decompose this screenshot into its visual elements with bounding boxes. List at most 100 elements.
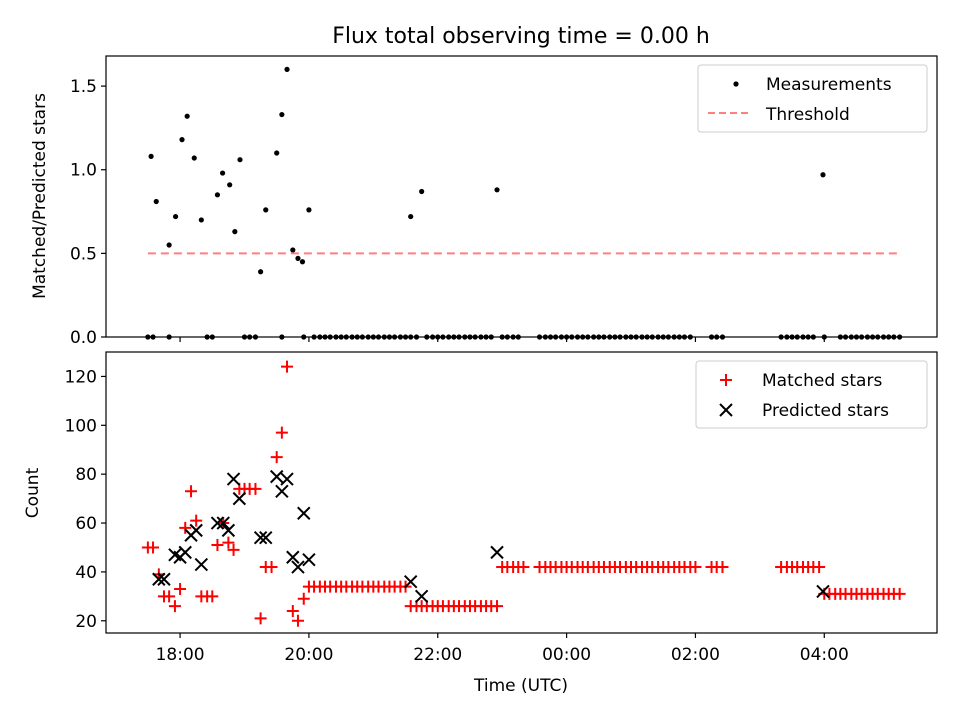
matched-star-point	[254, 612, 267, 625]
x-tick-label: 04:00	[800, 645, 849, 665]
x-tick-label: 18:00	[156, 645, 205, 665]
matched-star-point	[227, 543, 240, 556]
measurement-point	[148, 153, 154, 159]
ratio-x-axis	[179, 337, 825, 342]
count-y-tick-label: 120	[65, 367, 97, 387]
measurement-point	[494, 187, 500, 193]
measurement-point	[419, 188, 425, 195]
ratio-legend-box	[697, 64, 928, 133]
ratio-panel: Matched/Predicted stars 0.0 0.5 1.0 1.5 Mea…	[30, 55, 938, 348]
matched-star-point	[297, 592, 310, 605]
count-legend: Matched stars Predicted stars	[695, 360, 928, 429]
matched-star-point	[265, 561, 278, 574]
measurement-point	[166, 242, 172, 248]
ratio-y-axis: 0.0 0.5 1.0 1.5	[70, 77, 106, 348]
x-tick-label: 02:00	[671, 645, 720, 665]
x-tick-label: 22:00	[413, 645, 462, 665]
predicted-star-point	[280, 472, 294, 486]
matched-star-point	[716, 561, 729, 574]
measurement-point	[284, 66, 290, 72]
measurement-point	[153, 198, 159, 205]
matched-star-point	[281, 360, 294, 373]
measurements-legend-marker	[733, 81, 739, 87]
measurement-point	[191, 155, 197, 161]
ratio-y-tick-label: 1.0	[70, 161, 97, 181]
matched-star-point	[190, 514, 203, 527]
count-ylabel: Count	[23, 467, 43, 518]
matched-star-point	[206, 590, 219, 603]
count-axes-frame	[105, 351, 938, 634]
measurement-point	[184, 113, 190, 119]
measurement-point	[198, 217, 204, 223]
ratio-y-tick-label: 1.5	[70, 77, 97, 97]
predicted-star-point	[232, 491, 247, 506]
predicted-legend-marker	[719, 403, 733, 417]
count-x-axis: 18:00 20:00 22:00 00:00 02:00 04:00	[156, 633, 849, 665]
predicted-star-point	[157, 572, 171, 586]
matched-star-point	[689, 561, 702, 574]
matched-star-point	[222, 536, 235, 549]
predicted-star-point	[253, 530, 268, 545]
matched-star-point	[275, 426, 288, 439]
matched-star-point	[211, 539, 224, 552]
matched-star-point	[517, 561, 530, 574]
measurement-point	[179, 137, 185, 143]
count-y-tick-label: 60	[75, 514, 97, 534]
matched-star-point	[286, 605, 299, 618]
count-y-tick-label: 40	[75, 563, 97, 583]
matched-star-point	[270, 451, 283, 464]
predicted-star-point	[297, 506, 311, 520]
matched-star-point	[163, 590, 176, 603]
measurement-point	[290, 247, 296, 253]
measurement-point	[820, 172, 826, 178]
measurement-point	[219, 170, 226, 176]
matched-star-point	[813, 561, 826, 574]
measurement-point	[214, 192, 221, 198]
predicted-star-point	[210, 516, 225, 530]
measurement-point	[279, 111, 285, 118]
count-y-tick-label: 80	[75, 465, 97, 485]
x-tick-label: 00:00	[542, 645, 591, 665]
ratio-axes-frame	[105, 55, 938, 338]
matched-star-point	[491, 600, 504, 613]
count-y-tick-label: 100	[65, 416, 97, 436]
predicted-star-point	[178, 545, 192, 560]
ratio-ylabel: Matched/Predicted stars	[30, 93, 50, 299]
predicted-star-point	[259, 530, 273, 545]
predicted-star-point	[302, 552, 316, 567]
predicted-star-point	[414, 589, 429, 604]
predicted-star-point	[194, 557, 209, 572]
predicted-star-point	[286, 550, 300, 564]
measurement-point	[263, 207, 269, 213]
predicted-star-point	[152, 572, 166, 586]
count-y-tick-label: 20	[75, 612, 97, 632]
matched-star-point	[174, 583, 187, 596]
count-y-axis: 20 40 60 80 100 120	[65, 367, 106, 632]
matched-star-point	[249, 482, 262, 495]
predicted-star-point	[226, 472, 241, 486]
measurement-point	[258, 269, 264, 275]
measurement-point	[237, 157, 243, 163]
matched-star-point	[291, 614, 304, 627]
predicted-star-point	[189, 523, 203, 538]
measurement-point	[227, 182, 233, 188]
measurement-point	[295, 255, 301, 261]
predicted-star-point	[816, 584, 830, 599]
matched-legend-label: Matched stars	[762, 371, 882, 391]
count-panel: Count 20 40 60 80 100 120 18:00 20:00 22:00 00:0…	[23, 351, 938, 696]
measurement-point	[232, 229, 238, 235]
measurement-point	[408, 213, 414, 220]
predicted-star-point	[270, 469, 284, 484]
matched-star-point	[168, 600, 181, 613]
measurement-point	[172, 213, 179, 220]
matched-star-point	[185, 485, 198, 498]
predicted-star-point	[216, 516, 230, 530]
matched-legend-marker	[720, 374, 732, 386]
count-legend-box	[695, 360, 928, 429]
x-axis-label: Time (UTC)	[473, 676, 568, 696]
matched-star-point	[893, 587, 906, 600]
matched-star-point	[179, 521, 192, 534]
figure-title: Flux total observing time = 0.00 h	[332, 24, 710, 49]
measurement-point	[274, 150, 280, 156]
